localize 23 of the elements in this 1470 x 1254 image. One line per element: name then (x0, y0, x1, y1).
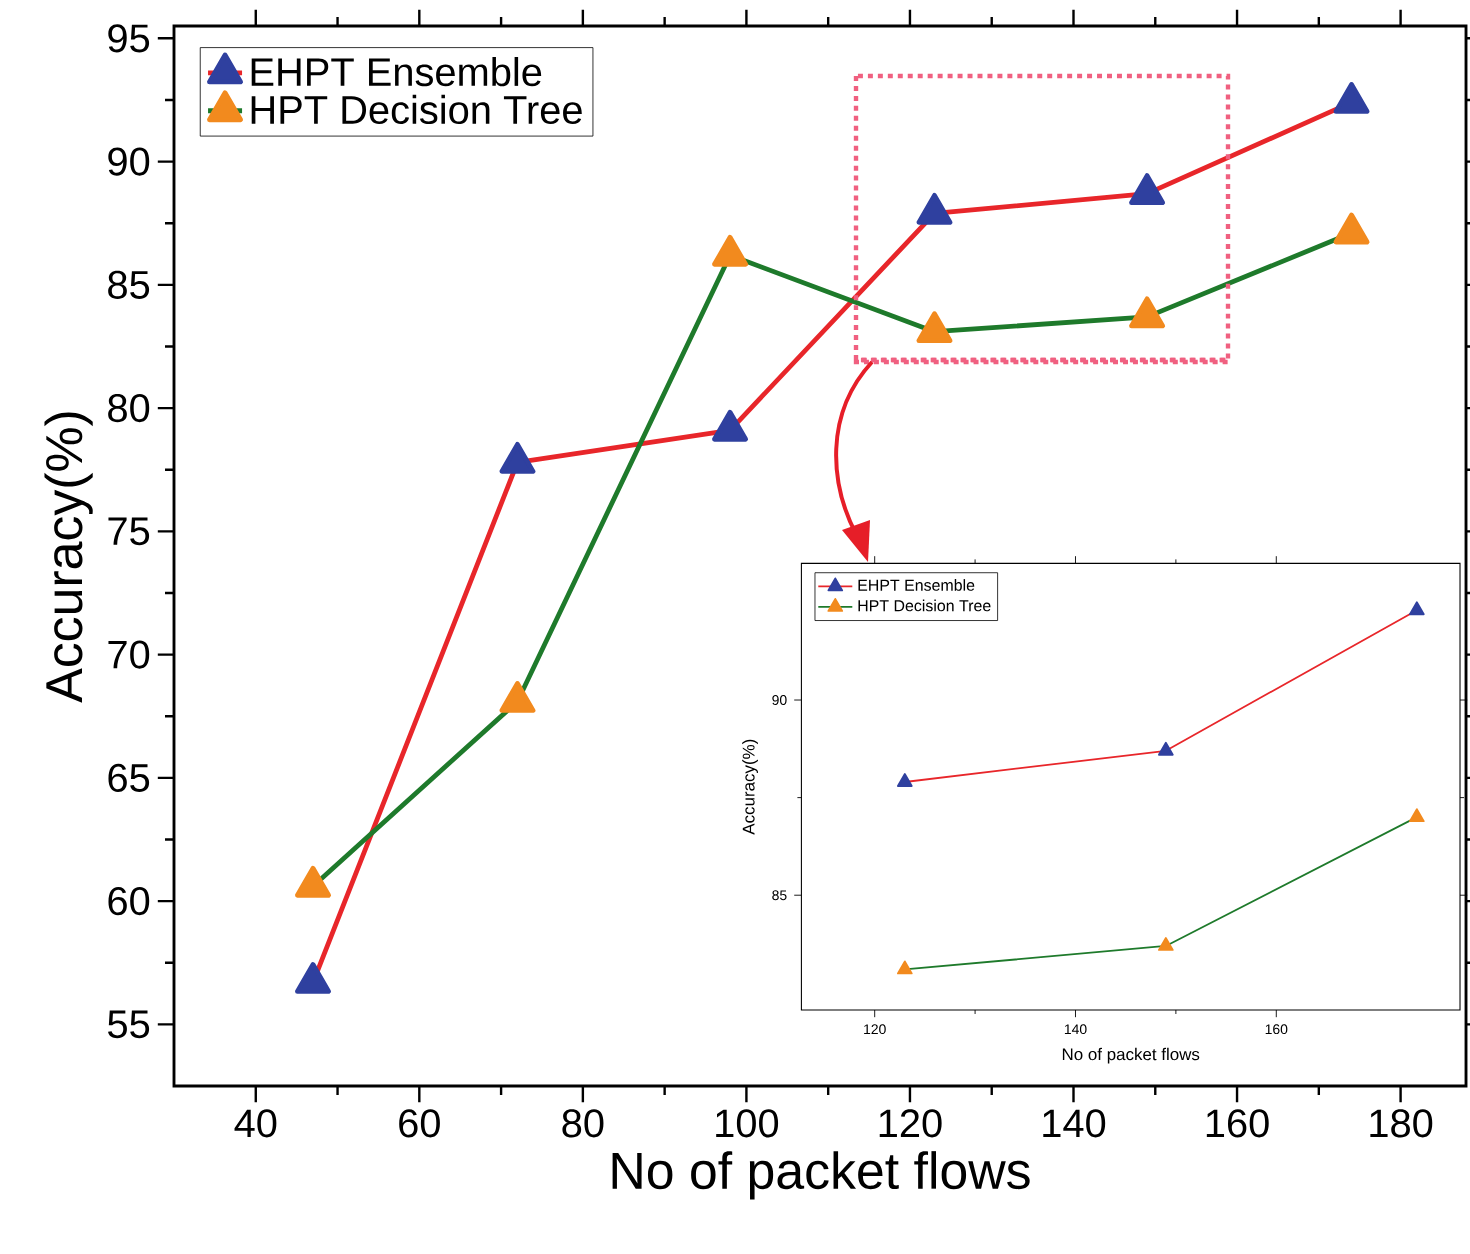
y-tick-label: 60 (108, 887, 150, 916)
x-axis-title: No of packet flows (1062, 1047, 1200, 1064)
x-tick-label: 80 (562, 1109, 604, 1138)
x-tick-label: 180 (1370, 1109, 1433, 1138)
y-tick-label: 80 (108, 394, 150, 423)
y-tick-label: 65 (108, 763, 150, 792)
y-tick-label: 55 (108, 1010, 150, 1039)
y-tick-label: 85 (108, 270, 150, 299)
x-tick-label: 100 (716, 1109, 779, 1138)
y-axis-title: Accuracy(%) (742, 739, 758, 835)
x-tick-label: 40 (234, 1109, 277, 1138)
x-tick-label: 160 (1206, 1109, 1269, 1138)
y-axis-title: Accuracy(%) (44, 412, 93, 703)
x-axis-title: No of packet flows (612, 1151, 1030, 1200)
y-tick-label: 95 (108, 24, 150, 53)
legend-label: EHPT Ensemble (251, 56, 542, 87)
x-tick-label: 140 (1043, 1109, 1106, 1138)
y-tick-label: 90 (108, 147, 150, 176)
y-tick-label: 75 (108, 517, 150, 546)
x-tick-label: 60 (399, 1109, 440, 1138)
y-tick-label: 70 (108, 640, 150, 669)
x-tick-label: 120 (879, 1109, 942, 1138)
legend-label: HPT Decision Tree (251, 94, 582, 125)
